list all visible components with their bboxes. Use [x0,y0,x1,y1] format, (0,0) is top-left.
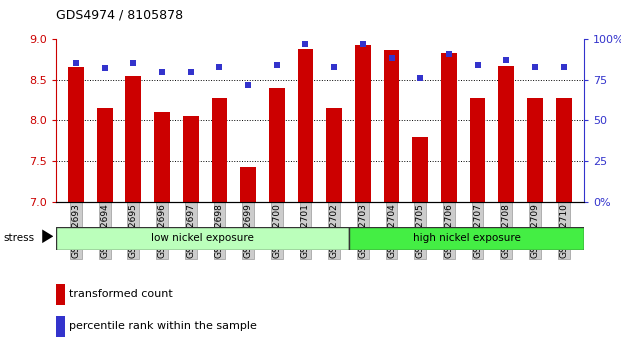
Bar [355,45,371,202]
Bar [154,112,170,202]
Bar [326,108,342,202]
Point [559,64,569,69]
Text: GDS4974 / 8105878: GDS4974 / 8105878 [56,9,183,22]
Bar [97,108,112,202]
Bar [556,98,571,202]
Text: low nickel exposure: low nickel exposure [151,233,254,243]
Bar [125,75,141,202]
Text: high nickel exposure: high nickel exposure [412,233,520,243]
Bar [56,284,65,305]
Bar [384,50,399,202]
Bar [183,116,199,202]
Bar [469,98,486,202]
Bar [240,167,256,202]
Point [358,41,368,47]
FancyBboxPatch shape [56,227,349,250]
Point [157,69,167,74]
Point [501,57,511,63]
Bar [269,88,284,202]
Text: stress: stress [3,233,34,243]
Point [186,69,196,74]
Bar [441,53,457,202]
Bar [527,98,543,202]
Bar [499,66,514,202]
Text: percentile rank within the sample: percentile rank within the sample [69,321,257,331]
Point [243,82,253,87]
Point [444,51,454,56]
Point [214,64,224,69]
Point [530,64,540,69]
Bar [56,316,65,337]
Point [329,64,339,69]
Point [71,61,81,66]
Point [415,75,425,81]
Point [100,65,110,71]
Text: transformed count: transformed count [69,289,173,299]
Point [473,62,483,68]
Point [129,61,138,66]
Polygon shape [42,229,53,243]
Bar [412,137,428,202]
Bar [212,98,227,202]
Point [301,41,310,47]
Point [272,62,282,68]
FancyBboxPatch shape [349,227,584,250]
Bar [68,67,84,202]
Point [386,56,396,61]
Bar [297,49,314,202]
